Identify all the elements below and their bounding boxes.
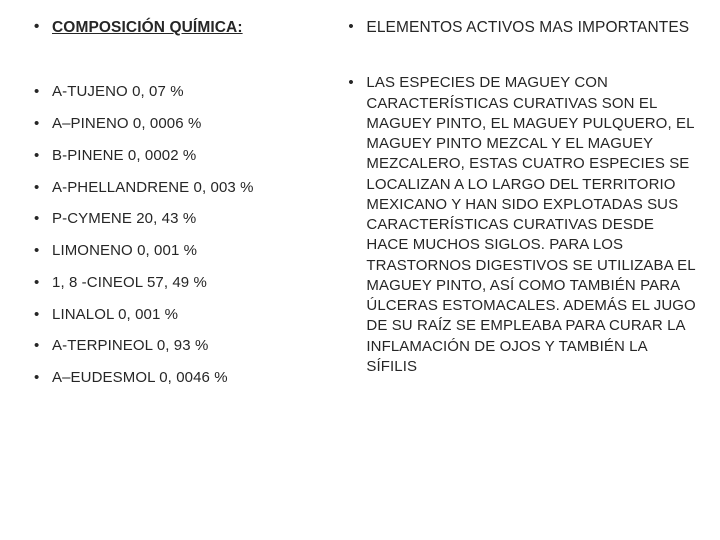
- right-body: LAS ESPECIES DE MAGUEY CON CARACTERÍSTIC…: [348, 73, 696, 377]
- list-item: LIMONENO 0, 001 %: [34, 242, 330, 261]
- list-item: A-TUJENO 0, 07 %: [34, 83, 330, 102]
- right-title: ELEMENTOS ACTIVOS MAS IMPORTANTES: [348, 18, 696, 37]
- list-item: 1, 8 -CINEOL 57, 49 %: [34, 274, 330, 293]
- list-item: A-PHELLANDRENE 0, 003 %: [34, 179, 330, 198]
- list-item: A–PINENO 0, 0006 %: [34, 115, 330, 134]
- list-item: B-PINENE 0, 0002 %: [34, 147, 330, 166]
- right-list: ELEMENTOS ACTIVOS MAS IMPORTANTES LAS ES…: [348, 18, 696, 377]
- left-list: COMPOSICIÓN QUÍMICA: A-TUJENO 0, 07 % A–…: [34, 18, 330, 388]
- list-item: A-TERPINEOL 0, 93 %: [34, 337, 330, 356]
- list-item: LINALOL 0, 001 %: [34, 306, 330, 325]
- left-column: COMPOSICIÓN QUÍMICA: A-TUJENO 0, 07 % A–…: [0, 18, 338, 540]
- left-title: COMPOSICIÓN QUÍMICA:: [34, 18, 330, 37]
- right-column: ELEMENTOS ACTIVOS MAS IMPORTANTES LAS ES…: [338, 18, 720, 540]
- list-item: A–EUDESMOL 0, 0046 %: [34, 369, 330, 388]
- slide: COMPOSICIÓN QUÍMICA: A-TUJENO 0, 07 % A–…: [0, 0, 720, 540]
- list-item: P-CYMENE 20, 43 %: [34, 210, 330, 229]
